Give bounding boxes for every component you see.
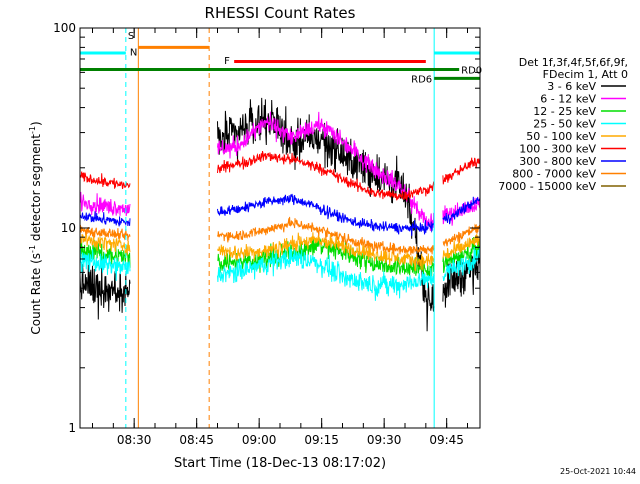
legend-entry-label: 3 - 6 keV xyxy=(547,80,596,93)
legend-entry-label: 25 - 50 keV xyxy=(533,118,596,131)
series-line-3 xyxy=(79,246,481,301)
legend-entry-label: 50 - 100 keV xyxy=(526,130,596,143)
axis-layer: 1 10 100 08:30 08:45 09:00 09:15 09:30 09:45 xyxy=(53,21,481,447)
series-line-5 xyxy=(79,150,481,201)
series-line-6 xyxy=(79,193,481,236)
y-axis-label-part-2: detector segment xyxy=(29,134,43,245)
legend-entry-label: 6 - 12 keV xyxy=(540,93,596,106)
legend-entry-label: 12 - 25 keV xyxy=(533,105,596,118)
x-tick-label: 09:30 xyxy=(367,433,402,447)
legend-entry-label: 100 - 300 keV xyxy=(519,143,596,156)
rd6-label: RD6 xyxy=(411,74,432,85)
y-tick-label: 1 xyxy=(68,421,76,435)
y-axis-label-part-3: ) xyxy=(29,121,43,126)
legend-header-1: FDecim 1, Att 0 xyxy=(543,68,628,81)
chart-title: RHESSI Count Rates xyxy=(205,4,356,22)
n-label: N xyxy=(130,47,137,58)
y-axis-label-part-1: Count Rate (s xyxy=(29,253,43,335)
f-label: F xyxy=(224,56,230,67)
legend: Det 1f,3f,4f,5f,6f,9f,FDecim 1, Att 03 -… xyxy=(498,56,628,193)
series-line-7 xyxy=(79,216,481,255)
y-axis-label-sup-2: -1 xyxy=(28,126,37,134)
x-tick-label: 08:45 xyxy=(179,433,214,447)
legend-header-0: Det 1f,3f,4f,5f,6f,9f, xyxy=(519,56,628,69)
y-tick-label: 100 xyxy=(53,21,76,35)
rd0-label: RD0 xyxy=(461,66,482,77)
s-label: S xyxy=(128,31,134,42)
legend-entry-label: 7000 - 15000 keV xyxy=(498,180,596,193)
x-tick-label: 08:30 xyxy=(117,433,152,447)
series-line-4 xyxy=(79,230,481,272)
footer-date: 25-Oct-2021 10:44 xyxy=(560,467,636,476)
x-tick-label: 09:15 xyxy=(304,433,339,447)
x-tick-label: 09:45 xyxy=(429,433,464,447)
y-axis-label-sup-1: -1 xyxy=(28,245,37,253)
series-layer xyxy=(79,97,481,332)
y-axis-label: Count Rate (s-1 detector segment-1) xyxy=(28,121,43,334)
series-line-1 xyxy=(79,111,481,231)
y-tick-label: 10 xyxy=(61,221,76,235)
x-tick-label: 09:00 xyxy=(242,433,277,447)
legend-entry-label: 300 - 800 keV xyxy=(519,155,596,168)
x-axis-label: Start Time (18-Dec-13 08:17:02) xyxy=(174,456,386,471)
legend-entry-label: 800 - 7000 keV xyxy=(512,168,596,181)
